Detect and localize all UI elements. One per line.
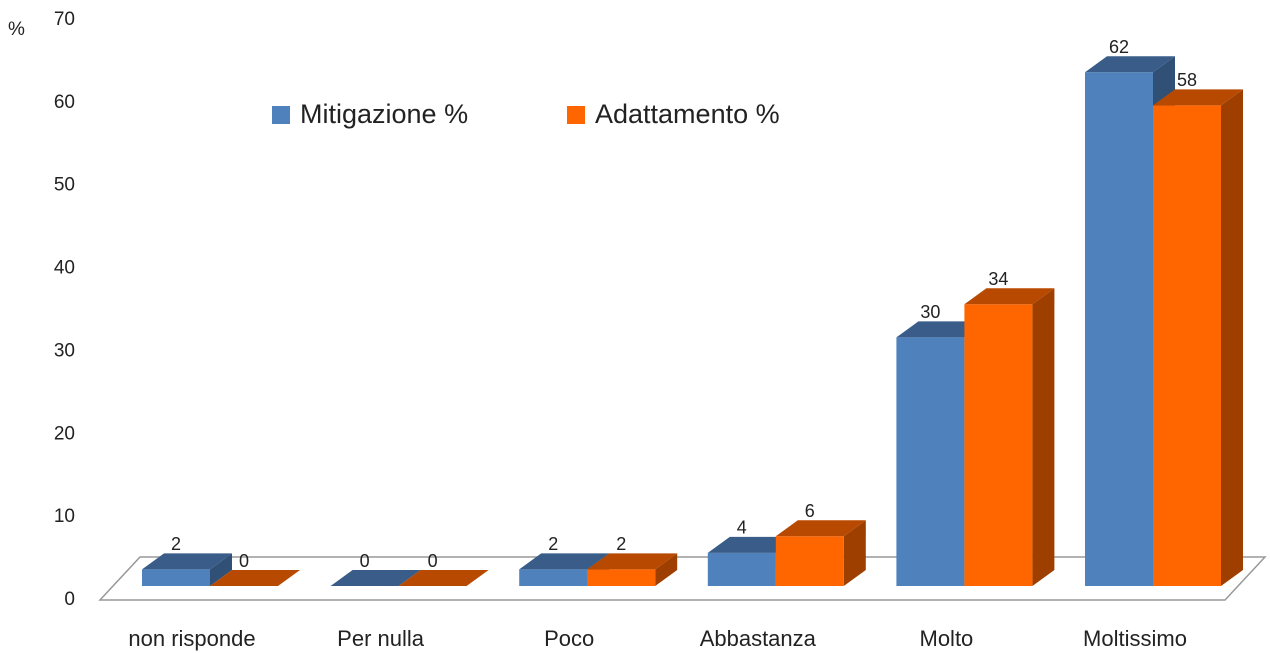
value-label: 34 bbox=[988, 269, 1008, 289]
legend-swatch bbox=[272, 106, 290, 124]
y-tick-label: 30 bbox=[54, 340, 75, 361]
x-tick-label: Moltissimo bbox=[1083, 626, 1187, 651]
bar-side bbox=[1032, 288, 1055, 586]
y-tick-label: 50 bbox=[54, 175, 75, 196]
value-label: 2 bbox=[171, 534, 181, 554]
bar bbox=[1153, 105, 1221, 586]
x-tick-label: Poco bbox=[544, 626, 594, 651]
bar bbox=[519, 569, 588, 586]
bar-top bbox=[775, 520, 866, 537]
y-tick-label: 0 bbox=[64, 589, 75, 610]
legend-swatch bbox=[567, 106, 585, 124]
x-tick-label: Abbastanza bbox=[700, 626, 817, 651]
bar-side bbox=[843, 520, 866, 586]
x-tick-label: Molto bbox=[920, 626, 974, 651]
bar-top bbox=[1085, 56, 1175, 73]
floor bbox=[98, 556, 1267, 601]
bar bbox=[964, 304, 1033, 586]
value-label: 2 bbox=[548, 534, 558, 554]
y-tick-label: 20 bbox=[54, 423, 75, 444]
value-label: 4 bbox=[737, 518, 747, 538]
bar-top bbox=[964, 288, 1055, 305]
x-tick-label: non risponde bbox=[128, 626, 255, 651]
value-label: 58 bbox=[1177, 70, 1197, 90]
value-label: 0 bbox=[360, 551, 370, 571]
bar-top bbox=[519, 553, 610, 570]
bar-top bbox=[587, 553, 678, 570]
legend-label: Adattamento % bbox=[595, 99, 780, 129]
bar bbox=[775, 536, 844, 586]
bar-top bbox=[896, 321, 987, 338]
bar bbox=[896, 337, 965, 586]
bar-top bbox=[707, 536, 798, 553]
bar bbox=[707, 552, 776, 586]
bar-top bbox=[330, 570, 421, 586]
x-tick-label: Per nulla bbox=[337, 626, 425, 651]
bar-top bbox=[398, 570, 489, 586]
bar-side bbox=[210, 553, 232, 586]
bar-top bbox=[210, 570, 300, 586]
legend-label: Mitigazione % bbox=[300, 99, 468, 129]
bar bbox=[142, 569, 210, 586]
value-label: 62 bbox=[1109, 37, 1129, 57]
y-tick-label: 70 bbox=[54, 9, 75, 30]
bar-top bbox=[1153, 89, 1243, 106]
bar-side bbox=[1221, 89, 1243, 586]
bar bbox=[587, 569, 656, 586]
y-tick-label: 60 bbox=[54, 92, 75, 113]
y-tick-label: 40 bbox=[54, 258, 75, 279]
bar-side bbox=[655, 553, 678, 586]
value-label: 0 bbox=[239, 551, 249, 571]
value-label: 0 bbox=[428, 551, 438, 571]
value-label: 30 bbox=[920, 302, 940, 322]
y-axis-label: % bbox=[8, 19, 25, 40]
value-label: 2 bbox=[616, 534, 626, 554]
bar-top bbox=[142, 553, 232, 570]
value-label: 6 bbox=[805, 501, 815, 521]
y-tick-label: 10 bbox=[54, 506, 75, 527]
bar bbox=[1085, 72, 1153, 587]
